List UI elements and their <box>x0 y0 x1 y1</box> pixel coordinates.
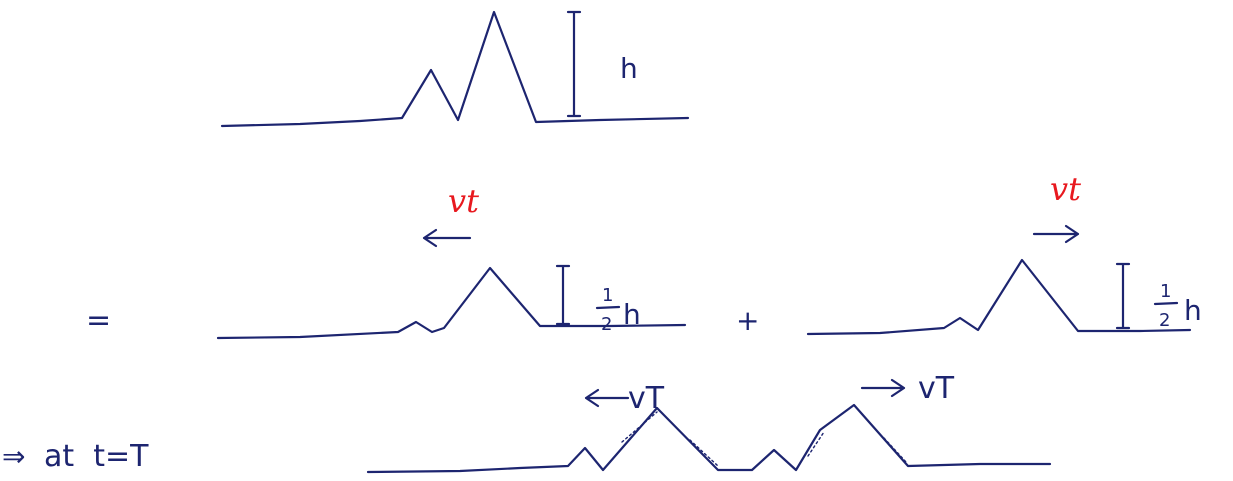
left-arrow-T <box>584 388 630 408</box>
right-arrow <box>1032 224 1080 244</box>
right-half-pulse-curve <box>806 258 1192 336</box>
left-moving-pulse: vt 1 2 h <box>216 182 687 340</box>
left-arrow <box>422 228 472 248</box>
right-half-h: h <box>1184 294 1202 327</box>
height-label-h: h <box>620 52 638 85</box>
right-moving-pulse: vt 1 2 h <box>806 170 1202 336</box>
plus-sign: + <box>736 304 759 337</box>
right-half-denominator: 2 <box>1159 310 1170 331</box>
equals-sign: = <box>86 303 111 338</box>
height-marker-h <box>566 10 582 118</box>
right-half-numerator: 1 <box>1160 281 1171 302</box>
original-pulse: h <box>220 10 690 128</box>
left-half-denominator: 2 <box>601 314 612 335</box>
left-half-height-marker <box>555 264 571 326</box>
implies-arrow: ⇒ <box>2 440 25 473</box>
separated-pulses-curve <box>366 403 1052 474</box>
left-half-fraction-bar <box>595 305 621 310</box>
later-time-row: ⇒ at t=T vT vT <box>2 371 1052 474</box>
left-half-numerator: 1 <box>602 285 613 306</box>
right-velocity-T: vT <box>918 371 955 406</box>
right-half-height-marker <box>1115 262 1131 330</box>
left-half-pulse-curve <box>216 266 687 340</box>
left-half-h: h <box>623 298 641 331</box>
right-arrow-T <box>860 378 906 398</box>
right-half-fraction-bar <box>1153 301 1179 306</box>
at-time-label: at t=T <box>44 439 149 474</box>
original-pulse-curve <box>220 10 690 128</box>
left-velocity-label: vt <box>448 182 479 220</box>
right-velocity-label: vt <box>1050 170 1081 208</box>
